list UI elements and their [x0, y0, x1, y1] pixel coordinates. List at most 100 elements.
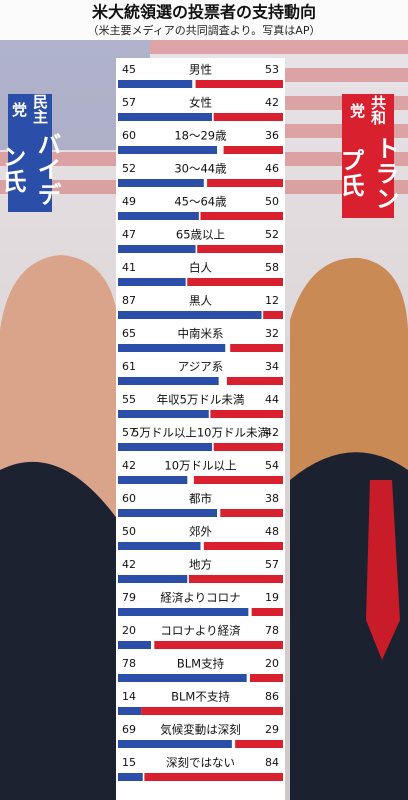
category-label: BLM支持: [177, 657, 225, 671]
bar: [118, 542, 201, 550]
bar: [235, 740, 283, 748]
bar: [197, 245, 283, 253]
category-label: 65歳以上: [176, 228, 225, 242]
bar: [223, 146, 283, 154]
republican-label: 共和党 トランプ氏: [336, 94, 399, 218]
party: 共和党: [348, 95, 387, 126]
value-label: 69: [122, 723, 136, 736]
value-label: 57: [265, 558, 279, 571]
bar: [188, 575, 283, 583]
category-label: 白人: [189, 261, 212, 275]
bar: [207, 179, 283, 187]
bar: [118, 707, 142, 715]
value-label: 48: [265, 525, 279, 538]
bar: [118, 377, 219, 385]
value-label: 41: [122, 261, 136, 274]
bar: [118, 146, 217, 154]
category-label: 男性: [189, 63, 212, 77]
category-label: 郊外: [189, 525, 212, 539]
category-label: 中南米系: [178, 327, 224, 341]
bar: [213, 113, 283, 121]
category-label: BLM不支持: [171, 690, 230, 704]
democrat-label: 民主党 バイデン氏: [0, 94, 61, 212]
bar: [118, 509, 217, 517]
category-label: 5万ドル以上10万ドル未満: [132, 426, 269, 440]
value-label: 50: [265, 195, 279, 208]
value-label: 52: [122, 162, 136, 175]
value-label: 42: [265, 426, 279, 439]
legend-entry: トランプ氏: [336, 135, 399, 211]
category-label: 地方: [189, 558, 212, 572]
value-label: 20: [122, 624, 136, 637]
value-label: 42: [122, 459, 136, 472]
bar: [144, 773, 283, 781]
bar: [118, 674, 247, 682]
value-label: 42: [265, 96, 279, 109]
bar: [226, 377, 283, 385]
value-label: 57: [122, 96, 136, 109]
value-label: 84: [265, 756, 279, 769]
value-label: 79: [122, 591, 136, 604]
bar: [195, 80, 283, 88]
bar: [118, 80, 193, 88]
category-label: 黒人: [189, 294, 212, 308]
value-label: 52: [265, 228, 279, 241]
category-label: 年収5万ドル未満: [157, 393, 245, 407]
bar: [118, 245, 196, 253]
value-label: 50: [122, 525, 136, 538]
value-label: 46: [265, 162, 279, 175]
value-label: 19: [265, 591, 279, 604]
value-label: 44: [265, 393, 279, 406]
value-label: 54: [265, 459, 279, 472]
bar: [220, 509, 283, 517]
value-label: 34: [265, 360, 279, 373]
value-label: 53: [265, 63, 279, 76]
value-label: 65: [122, 327, 136, 340]
bar: [250, 674, 283, 682]
value-label: 32: [265, 327, 279, 340]
value-label: 57: [122, 426, 136, 439]
bar: [154, 641, 283, 649]
value-label: 55: [122, 393, 136, 406]
value-label: 15: [122, 756, 136, 769]
bar: [118, 443, 213, 451]
value-label: 58: [265, 261, 279, 274]
value-label: 61: [122, 360, 136, 373]
category-label: 30～44歳: [174, 162, 227, 176]
right-tie: [366, 480, 400, 660]
bar: [118, 344, 226, 352]
value-label: 49: [122, 195, 136, 208]
bar: [210, 410, 283, 418]
bar: [141, 707, 283, 715]
bar: [187, 278, 283, 286]
category-label: 女性: [189, 96, 212, 110]
bar: [118, 641, 151, 649]
bar: [118, 740, 232, 748]
bar: [213, 443, 283, 451]
category-label: 都市: [189, 492, 212, 506]
bar: [118, 179, 204, 187]
value-label: 87: [122, 294, 136, 307]
bar: [203, 542, 283, 550]
bar: [118, 410, 209, 418]
value-label: 78: [265, 624, 279, 637]
value-label: 45: [122, 63, 136, 76]
value-label: 60: [122, 492, 136, 505]
category-label: 経済よりコロナ: [160, 591, 240, 605]
bar: [118, 575, 188, 583]
value-label: 20: [265, 657, 279, 670]
value-label: 12: [265, 294, 279, 307]
bar: [118, 278, 186, 286]
category-label: アジア系: [178, 360, 224, 374]
value-label: 60: [122, 129, 136, 142]
legend-entry: バイデン氏: [0, 131, 61, 207]
bar: [118, 113, 213, 121]
chart-title: 米大統領選の投票者の支持動向: [92, 3, 316, 22]
bar: [200, 212, 283, 220]
bar: [118, 311, 262, 319]
value-label: 78: [122, 657, 136, 670]
value-label: 42: [122, 558, 136, 571]
party: 民主党: [10, 94, 49, 125]
